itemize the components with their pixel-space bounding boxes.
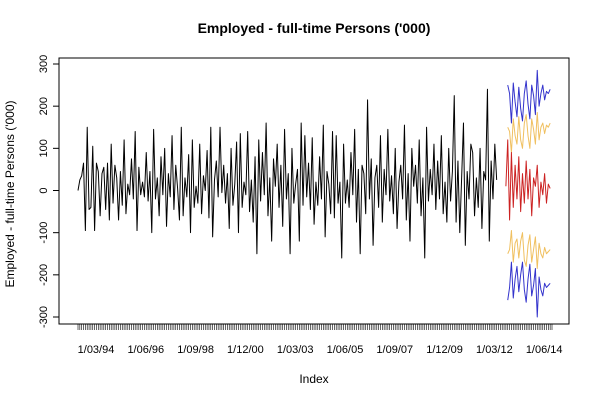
- x-tick-label: 1/03/94: [78, 344, 115, 356]
- x-tick-label: 1/06/96: [127, 344, 164, 356]
- y-tick-label: 300: [38, 55, 50, 73]
- x-tick-label: 1/06/05: [327, 344, 364, 356]
- series-line-3: [507, 230, 551, 270]
- x-tick-label: 1/12/00: [227, 344, 264, 356]
- x-tick-label: 1/09/07: [376, 344, 413, 356]
- x-tick-label: 1/03/03: [277, 344, 314, 356]
- series-line-0: [77, 88, 498, 259]
- y-tick-label: -200: [38, 264, 50, 286]
- x-tick-label: 1/03/12: [476, 344, 513, 356]
- y-axis-label: Employed - full-time Persons ('000): [3, 100, 17, 287]
- x-axis: 1/03/94 1/06/96 1/09/98 1/12/00 1/03/03 1/06/…: [77, 323, 563, 356]
- series-layer: [77, 69, 551, 318]
- y-tick-label: 100: [38, 139, 50, 157]
- x-ticks: [77, 324, 553, 330]
- y-tick-label: 0: [38, 187, 50, 193]
- series-line-5: [507, 261, 551, 318]
- x-axis-label: Index: [299, 372, 328, 386]
- series-line-2: [507, 111, 551, 154]
- x-tick-label: 1/09/98: [177, 344, 214, 356]
- x-tick-label: 1/12/09: [426, 344, 463, 356]
- y-tick-label: 200: [38, 97, 50, 115]
- series-line-4: [507, 69, 551, 124]
- y-axis: -300 -200 -100 0 100 200 300: [38, 55, 60, 328]
- y-tick-label: -300: [38, 306, 50, 328]
- x-tick-label: 1/06/14: [526, 344, 563, 356]
- chart-title: Employed - full-time Persons ('000): [198, 20, 431, 36]
- series-line-1: [505, 139, 551, 221]
- y-tick-label: -100: [38, 222, 50, 244]
